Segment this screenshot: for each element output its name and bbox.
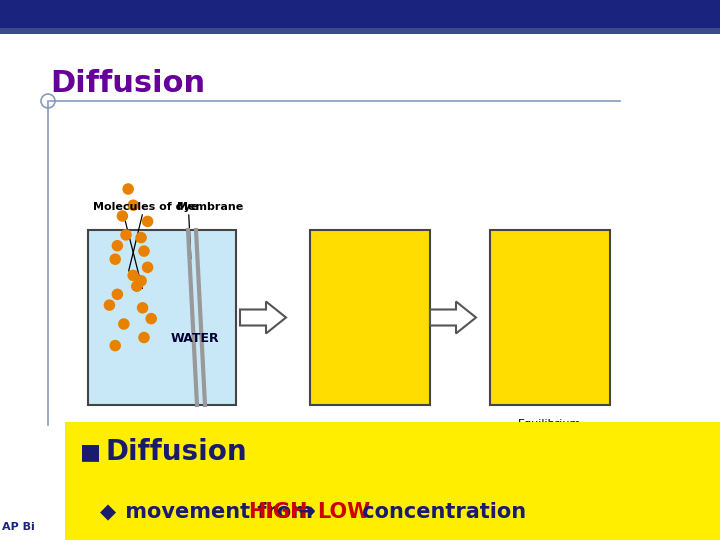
Bar — [88, 230, 236, 405]
Polygon shape — [430, 301, 476, 334]
Text: AP Bi: AP Bi — [2, 522, 35, 532]
Circle shape — [131, 280, 143, 292]
Text: WATER: WATER — [170, 332, 219, 345]
Text: Molecules of dye: Molecules of dye — [93, 202, 198, 212]
Circle shape — [109, 253, 121, 265]
Text: HIGH: HIGH — [248, 502, 307, 522]
Circle shape — [117, 210, 128, 222]
Text: Diffusion: Diffusion — [50, 69, 205, 98]
Polygon shape — [240, 301, 286, 334]
Bar — [0, 0, 720, 28]
Circle shape — [135, 275, 147, 287]
Bar — [0, 28, 720, 34]
Bar — [490, 230, 610, 405]
Circle shape — [138, 332, 150, 343]
Text: →: → — [291, 502, 323, 522]
Circle shape — [112, 240, 123, 252]
Text: Diffusion: Diffusion — [105, 438, 247, 466]
Circle shape — [118, 318, 130, 330]
Text: Equilibrium: Equilibrium — [518, 419, 582, 429]
Text: ■: ■ — [80, 442, 101, 462]
Circle shape — [145, 313, 157, 325]
Circle shape — [137, 302, 148, 314]
Bar — [65, 422, 720, 540]
Circle shape — [127, 269, 139, 281]
Circle shape — [122, 183, 134, 195]
Text: concentration: concentration — [355, 502, 526, 522]
Circle shape — [127, 199, 139, 211]
Text: ◆: ◆ — [100, 502, 116, 522]
Circle shape — [135, 232, 147, 244]
Circle shape — [142, 261, 153, 273]
Circle shape — [112, 288, 123, 300]
Circle shape — [138, 245, 150, 257]
Circle shape — [109, 340, 121, 352]
Circle shape — [104, 299, 115, 311]
Circle shape — [142, 215, 153, 227]
Circle shape — [120, 229, 132, 241]
Bar — [310, 230, 430, 405]
Text: movement from: movement from — [118, 502, 320, 522]
Text: LOW: LOW — [317, 502, 370, 522]
Text: Membrane: Membrane — [177, 202, 243, 212]
